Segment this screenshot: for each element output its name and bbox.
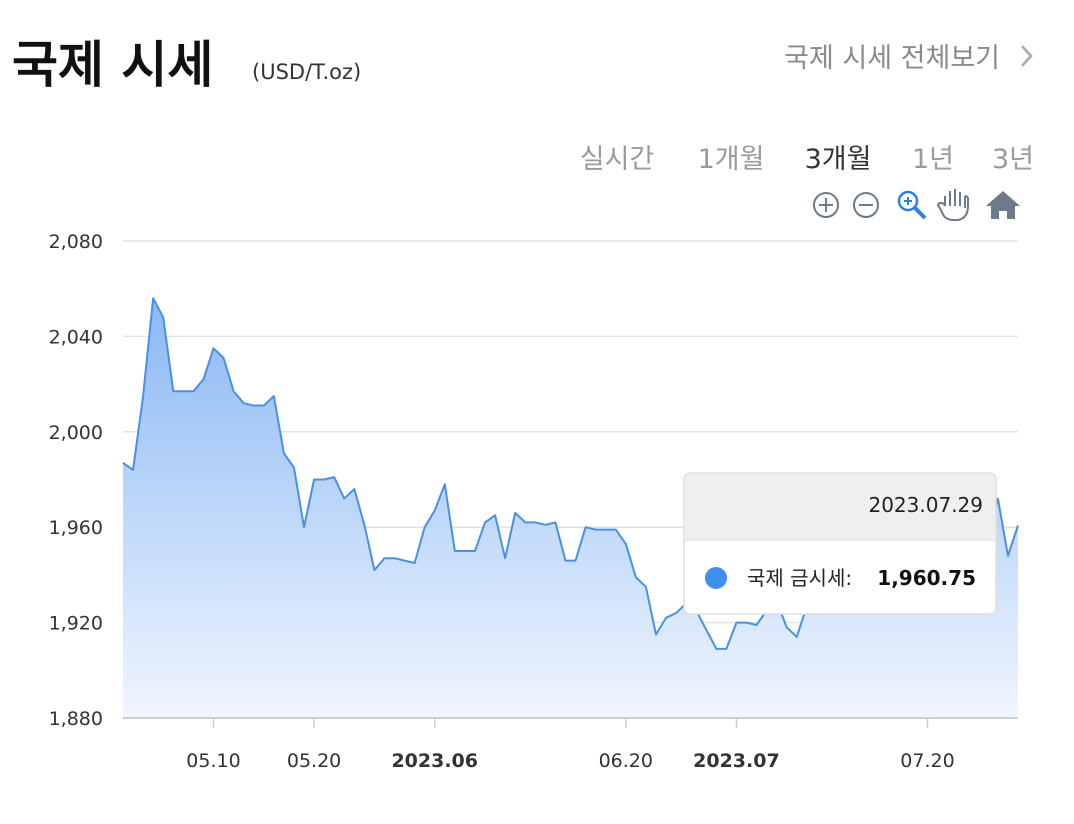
y-tick-label: 2,040 (49, 326, 103, 348)
period-tab[interactable]: 3년 (992, 144, 1034, 175)
unit-label: (USD/T.oz) (252, 60, 361, 84)
zoom-select-button[interactable] (897, 190, 927, 220)
x-tick-label: 05.20 (287, 750, 341, 772)
y-tick-label: 2,000 (49, 422, 103, 444)
zoom-out-button[interactable] (853, 192, 879, 218)
x-tick-label: 07.20 (900, 750, 954, 772)
period-tab[interactable]: 1년 (912, 144, 954, 175)
reset-zoom-button[interactable] (986, 191, 1020, 219)
tooltip-header (684, 473, 996, 540)
view-all-link[interactable]: 국제 시세 전체보기 (784, 43, 1000, 74)
page-title: 국제 시세 (12, 36, 213, 94)
plot-area: 1,880 1,920 1,960 2,000 2,040 2,080 05.10 05.20… (49, 231, 1019, 772)
tooltip-date: 2023.07.29 (868, 493, 983, 517)
x-tick-label: 2023.07 (693, 750, 780, 772)
area-fill (123, 298, 1018, 718)
x-tick-label: 05.10 (186, 750, 240, 772)
tooltip-value: 1,960.75 (877, 566, 976, 590)
period-tab[interactable]: 1개월 (698, 144, 765, 175)
y-tick-label: 1,880 (49, 708, 103, 730)
zoom-in-button[interactable] (813, 192, 839, 218)
period-tab[interactable]: 실시간 (580, 144, 655, 175)
period-tab-selected[interactable]: 3개월 (805, 144, 872, 175)
y-tick-label: 2,080 (49, 231, 103, 253)
tooltip: 2023.07.29 국제 금시세: 1,960.75 (683, 472, 997, 615)
y-tick-label: 1,920 (49, 613, 103, 635)
x-tick-label: 06.20 (599, 750, 653, 772)
x-tick-label: 2023.06 (391, 750, 478, 772)
y-tick-label: 1,960 (49, 517, 103, 539)
tooltip-series-dot (705, 567, 727, 589)
chevron-icon[interactable] (1021, 45, 1033, 67)
pan-button[interactable] (936, 189, 969, 221)
tooltip-series-label: 국제 금시세: (747, 566, 852, 590)
